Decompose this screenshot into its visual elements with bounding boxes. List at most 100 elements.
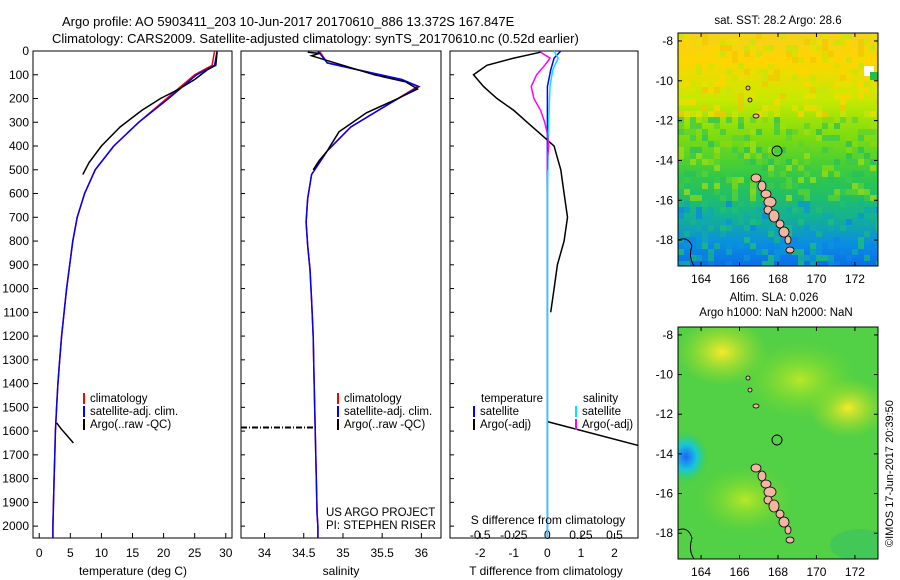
temperature-series: [52, 50, 218, 538]
sst-pixel: [780, 99, 786, 105]
sst-pixel: [714, 87, 720, 93]
sst-pixel: [732, 147, 738, 153]
sst-pixel: [726, 45, 732, 51]
sst-pixel: [732, 39, 738, 45]
island: [745, 375, 751, 381]
sst-pixel: [846, 135, 852, 141]
sst-pixel: [732, 189, 738, 195]
sst-pixel: [816, 45, 822, 51]
sst-pixel: [828, 81, 834, 87]
sst-pixel: [786, 51, 792, 57]
sst-pixel: [774, 75, 780, 81]
sst-pixel: [870, 195, 876, 201]
temperature-panel-frame: [32, 50, 233, 539]
lon-tick-label: 166: [730, 565, 750, 579]
legend-label-s-satellite: satellite: [582, 406, 621, 418]
sst-pixel: [786, 135, 792, 141]
sst-pixel: [858, 183, 864, 189]
legend-title-temperature: temperature: [481, 393, 543, 405]
sst-pixel: [816, 135, 822, 141]
sst-pixel: [750, 243, 756, 249]
sst-pixel: [852, 117, 858, 123]
sst-pixel: [720, 177, 726, 183]
sst-pixel: [858, 159, 864, 165]
sst-pixel: [840, 105, 846, 111]
sst-pixel: [870, 123, 876, 129]
sst-pixel: [816, 87, 822, 93]
legend-label-t-satellite: satellite: [480, 406, 519, 418]
sst-pixel: [822, 207, 828, 213]
sst-pixel: [822, 117, 828, 123]
sst-pixel: [732, 183, 738, 189]
sst-pixel: [696, 255, 702, 261]
sst-pixel: [876, 99, 878, 105]
sst-pixel: [744, 129, 750, 135]
sst-pixel: [852, 63, 858, 69]
sst-pixel: [708, 63, 714, 69]
island: [775, 509, 785, 519]
depth-tick-label: 1700: [2, 448, 29, 462]
x-tick-label: 1: [578, 546, 585, 560]
sst-pixel: [768, 99, 774, 105]
sst-pixel: [840, 201, 846, 207]
sst-pixel: [870, 213, 876, 219]
sst-pixel: [792, 207, 798, 213]
lon-tick-label: 170: [806, 272, 826, 286]
sst-pixel: [864, 249, 870, 255]
sst-pixel: [768, 225, 774, 231]
lat-tick-label: -10: [656, 74, 674, 88]
sst-pixel: [708, 87, 714, 93]
sst-pixel: [690, 99, 696, 105]
coastline: [678, 238, 695, 266]
island: [778, 516, 790, 528]
sst-pixel: [876, 123, 878, 129]
depth-tick-label: 1100: [3, 305, 29, 319]
sst-pixel: [864, 75, 870, 81]
lat-tick-label: -12: [656, 114, 674, 128]
sst-map-axis-ticks: 164 166 168 170 172 -8 -10 -12 -14 -16 -18: [656, 33, 878, 286]
sst-pixel: [720, 111, 726, 117]
sst-pixel: [804, 225, 810, 231]
sst-pixel: [678, 201, 684, 207]
sst-pixel: [810, 87, 816, 93]
sst-pixel: [684, 39, 690, 45]
sst-pixel: [708, 207, 714, 213]
sst-pixel: [720, 267, 726, 273]
sst-pixel: [804, 93, 810, 99]
difference-legend: temperature salinity satellite Argo(-adj…: [473, 393, 633, 431]
sst-pixel: [732, 111, 738, 117]
island: [768, 209, 780, 223]
island: [747, 387, 753, 393]
sst-pixel: [828, 207, 834, 213]
sst-pixel: [774, 249, 780, 255]
profile-location-marker: [771, 434, 783, 446]
sst-pixel: [840, 69, 846, 75]
sst-pixel: [816, 99, 822, 105]
sst-pixel: [858, 51, 864, 57]
sst-pixel: [750, 195, 756, 201]
sst-pixel: [858, 243, 864, 249]
sst-pixel: [798, 129, 804, 135]
sst-pixel: [720, 51, 726, 57]
sst-pixel: [696, 195, 702, 201]
sst-pixel: [768, 189, 774, 195]
sst-pixel: [846, 117, 852, 123]
difference-xlabel: T difference from climatology: [469, 564, 623, 578]
legend-label-argo: Argo(..raw -QC): [90, 419, 171, 431]
sst-pixel: [804, 123, 810, 129]
lon-tick-label: 164: [691, 565, 711, 579]
lon-tick-label: 172: [845, 565, 865, 579]
sst-pixel: [762, 165, 768, 171]
sst-pixel: [750, 45, 756, 51]
sst-pixel: [684, 183, 690, 189]
sst-pixel: [690, 117, 696, 123]
sst-pixel: [846, 213, 852, 219]
sst-pixel: [822, 57, 828, 63]
series-line-climatology: [305, 50, 420, 538]
island: [768, 499, 780, 513]
sst-pixel: [774, 111, 780, 117]
sst-pixel: [810, 225, 816, 231]
sst-pixel: [828, 213, 834, 219]
sst-pixel: [702, 63, 708, 69]
sst-pixel: [762, 261, 768, 266]
